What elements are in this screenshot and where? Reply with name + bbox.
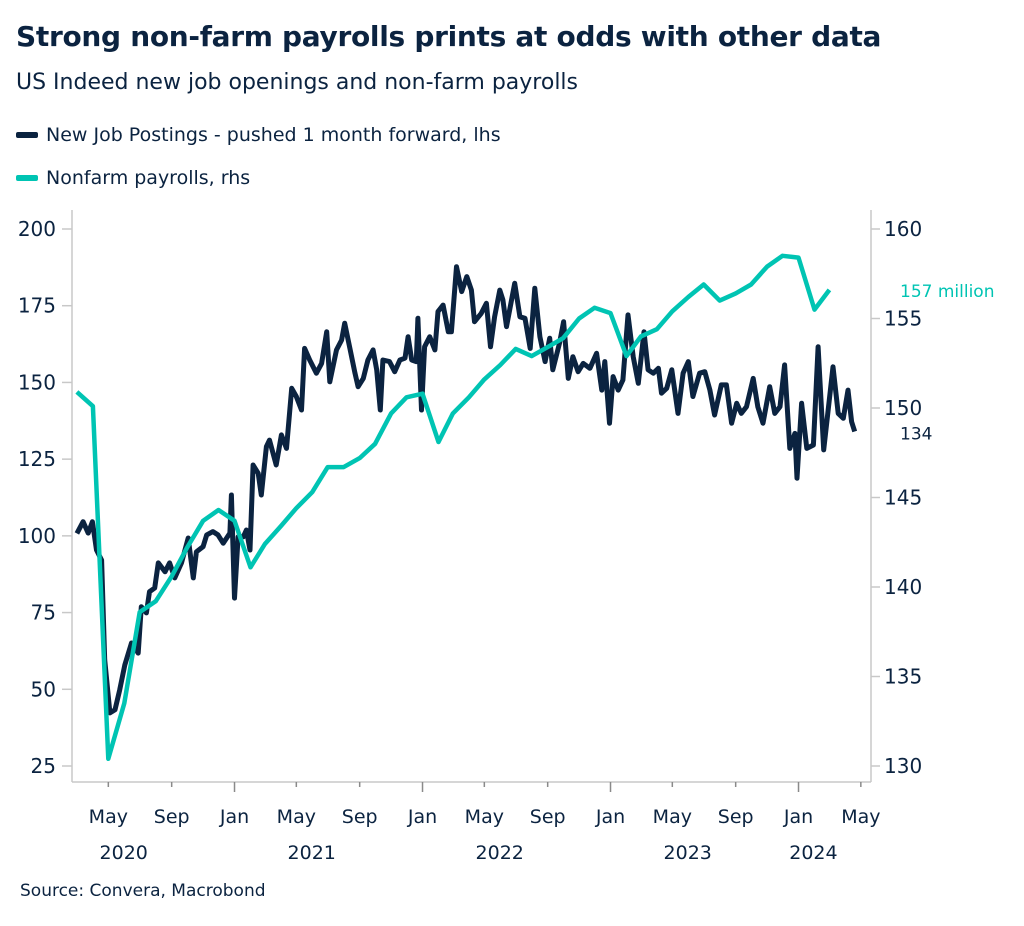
x-tick-label: Jan (407, 806, 437, 828)
legend-swatch-postings (16, 132, 38, 138)
x-tick-label: Jan (219, 806, 249, 828)
left-tick-label: 25 (31, 754, 56, 778)
x-tick-label: May (89, 806, 128, 828)
left-tick-label: 150 (18, 370, 56, 394)
right-tick-label: 160 (884, 217, 922, 241)
x-tick-label: May (841, 806, 880, 828)
right-tick-label: 155 (884, 307, 922, 331)
right-tick-label: 135 (884, 665, 922, 689)
left-tick-label: 125 (18, 447, 56, 471)
right-tick-label: 130 (884, 754, 922, 778)
x-tick-label: May (653, 806, 692, 828)
x-tick-label: Jan (783, 806, 813, 828)
x-year-label: 2022 (476, 842, 524, 864)
x-year-label: 2020 (100, 842, 148, 864)
chart-title: Strong non-farm payrolls prints at odds … (16, 20, 882, 53)
x-year-label: 2021 (288, 842, 336, 864)
x-tick-label: Sep (154, 806, 190, 828)
right-tick-label: 150 (884, 396, 922, 420)
end-label-payrolls: 157 million (900, 282, 994, 302)
x-tick-label: Jan (595, 806, 625, 828)
left-tick-label: 50 (31, 677, 56, 701)
x-tick-label: May (277, 806, 316, 828)
right-tick-label: 140 (884, 575, 922, 599)
left-tick-label: 100 (18, 524, 56, 548)
left-tick-label: 75 (31, 601, 56, 625)
legend-label-payrolls: Nonfarm payrolls, rhs (46, 167, 251, 189)
right-tick-label: 145 (884, 486, 922, 510)
end-label-postings-bg (892, 419, 942, 442)
x-tick-label: May (465, 806, 504, 828)
end-label-postings: 134 (900, 425, 932, 445)
chart-subtitle: US Indeed new job openings and non-farm … (16, 70, 579, 95)
legend-item-postings: New Job Postings - pushed 1 month forwar… (16, 124, 501, 146)
x-tick-label: Sep (718, 806, 754, 828)
legend-item-payrolls: Nonfarm payrolls, rhs (16, 167, 250, 189)
x-tick-label: Sep (530, 806, 566, 828)
left-tick-label: 175 (18, 294, 56, 318)
legend-label-postings: New Job Postings - pushed 1 month forwar… (46, 124, 501, 146)
x-year-label: 2023 (664, 842, 712, 864)
x-tick-label: Sep (342, 806, 378, 828)
source-note: Source: Convera, Macrobond (20, 881, 266, 901)
left-tick-label: 200 (18, 217, 56, 241)
series-line-postings (74, 264, 858, 716)
x-year-label: 2024 (789, 842, 837, 864)
legend-swatch-payrolls (16, 175, 38, 181)
series-line-payrolls (75, 253, 832, 762)
